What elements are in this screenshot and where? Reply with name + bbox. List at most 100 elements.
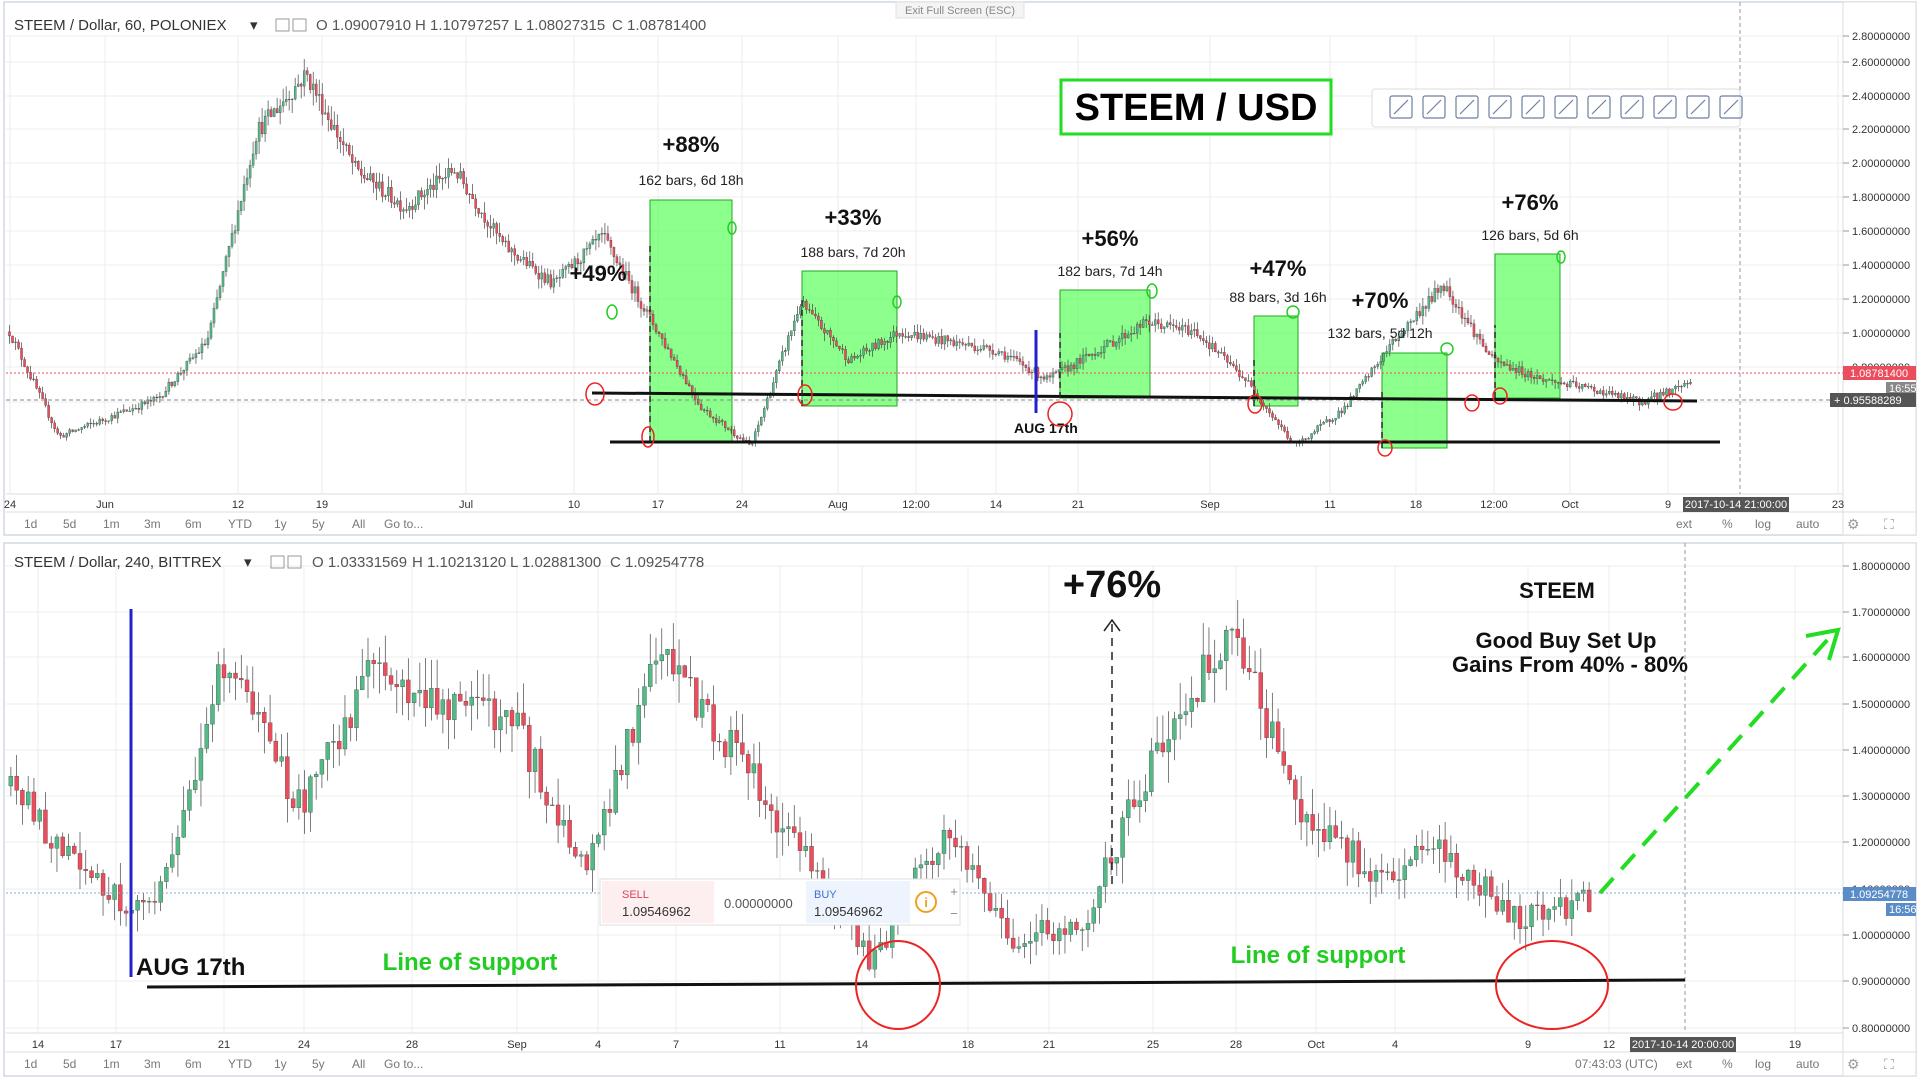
bottom-candle xyxy=(630,727,636,747)
settings-icon[interactable] xyxy=(292,18,307,32)
eye-icon[interactable] xyxy=(275,18,290,32)
timeframe-button[interactable]: 1y xyxy=(274,1057,287,1071)
wave-icon[interactable] xyxy=(1488,95,1512,119)
eye-icon[interactable] xyxy=(270,555,285,569)
range-box[interactable] xyxy=(1253,315,1299,407)
support-line[interactable] xyxy=(146,978,1686,989)
top-candle xyxy=(182,369,186,381)
bottom-candle xyxy=(285,732,290,823)
vertical-lines-icon[interactable] xyxy=(1455,95,1479,119)
bottom-time-axis[interactable]: 14 17 21 24 28 Sep 4 7 11 14 18 21 25 28 Oct 4 9 12 19 2017… xyxy=(32,1037,1801,1052)
plus-icon[interactable]: + xyxy=(950,884,958,899)
timeframe-button[interactable]: 6m xyxy=(185,517,202,531)
scale-button[interactable]: auto xyxy=(1796,1057,1820,1071)
bottom-candle xyxy=(1419,829,1425,864)
bottom-candle xyxy=(1258,648,1263,740)
gear-icon[interactable]: ⚙ xyxy=(1847,516,1860,532)
support-line-upper[interactable] xyxy=(591,391,1698,403)
top-candle xyxy=(1430,291,1434,305)
scale-button[interactable]: auto xyxy=(1796,517,1820,531)
timeframe-button[interactable]: 1m xyxy=(103,1057,120,1071)
top-candle xyxy=(324,99,327,115)
long-position-icon[interactable] xyxy=(1422,95,1446,119)
timeframe-button[interactable]: 1d xyxy=(24,1057,37,1071)
timeframe-button[interactable]: 3m xyxy=(144,517,161,531)
timeframe-button[interactable]: 1y xyxy=(274,517,287,531)
bottom-symbol-title[interactable]: STEEM / Dollar, 240, BITTREX xyxy=(14,554,222,571)
scale-button[interactable]: ext xyxy=(1676,517,1693,531)
y-tick-label: 1.40000000 xyxy=(1852,260,1910,272)
top-candle xyxy=(1277,418,1280,430)
cursor-icon[interactable] xyxy=(1389,95,1413,119)
top-candle xyxy=(158,392,162,403)
range-box[interactable] xyxy=(1059,289,1151,399)
top-candle xyxy=(1154,313,1157,332)
timeframe-button[interactable]: 6m xyxy=(185,1057,202,1071)
timeframe-button[interactable]: YTD xyxy=(228,1057,252,1071)
top-candle xyxy=(504,236,507,248)
bottom-candle xyxy=(1183,693,1189,726)
timeframe-button[interactable]: 5d xyxy=(63,1057,76,1071)
bars-icon[interactable] xyxy=(1653,95,1677,119)
top-symbol-title[interactable]: STEEM / Dollar, 60, POLONIEX xyxy=(14,17,227,34)
bottom-candle xyxy=(509,706,515,752)
timeframe-button[interactable]: 5y xyxy=(312,517,325,531)
top-candle xyxy=(1668,387,1671,398)
chevron-down-icon[interactable]: ▾ xyxy=(244,554,252,571)
sell-button[interactable] xyxy=(602,881,714,923)
chevron-down-icon[interactable]: ▾ xyxy=(250,17,258,34)
exit-fullscreen-button[interactable] xyxy=(895,1,1025,19)
top-candle xyxy=(603,223,607,245)
bottom-candle xyxy=(1414,835,1419,867)
range-box[interactable] xyxy=(801,270,898,407)
scale-button[interactable]: % xyxy=(1722,1057,1733,1071)
measure-icon[interactable] xyxy=(1719,95,1743,119)
top-candle xyxy=(949,338,952,346)
fullscreen-icon[interactable]: ⛶ xyxy=(1884,516,1894,532)
brush-icon[interactable] xyxy=(1686,95,1710,119)
timeframe-button[interactable]: 1d xyxy=(24,517,37,531)
gann-box-icon[interactable] xyxy=(1587,95,1611,119)
y-tick-label: 2.40000000 xyxy=(1852,91,1910,103)
top-price-axis[interactable]: 2.80000000 2.60000000 2.40000000 2.20000000… xyxy=(1830,31,1917,409)
top-time-axis[interactable]: 24 Jun 12 19 Jul 10 17 24 Aug 12:00 14 21 Sep 11 18 12:… xyxy=(4,497,1844,512)
top-candle xyxy=(266,100,270,126)
timeframe-button[interactable]: YTD xyxy=(228,517,252,531)
settings-icon[interactable] xyxy=(287,555,302,569)
bottom-candle xyxy=(1264,689,1269,759)
top-candle xyxy=(1541,374,1545,385)
fib-fan-icon[interactable] xyxy=(1554,95,1578,119)
bottom-candle xyxy=(987,881,993,913)
timeframe-button[interactable]: 3m xyxy=(144,1057,161,1071)
buy-button[interactable] xyxy=(806,881,910,923)
scale-button[interactable]: ext xyxy=(1676,1057,1693,1071)
range-bars-label: 182 bars, 7d 14h xyxy=(1057,263,1162,279)
fullscreen-icon[interactable]: ⛶ xyxy=(1884,1056,1894,1072)
top-candle xyxy=(1211,336,1214,353)
top-candle xyxy=(50,416,53,429)
timeframe-button[interactable]: All xyxy=(352,1057,365,1071)
info-icon[interactable] xyxy=(915,891,937,913)
scale-button[interactable]: log xyxy=(1755,517,1771,531)
minus-icon[interactable]: − xyxy=(950,906,958,921)
timeframe-button[interactable]: 5d xyxy=(63,517,76,531)
timeframe-button[interactable]: Go to... xyxy=(384,517,423,531)
top-candle xyxy=(865,343,868,355)
bottom-candle xyxy=(423,658,428,727)
timeframe-button[interactable]: Go to... xyxy=(384,1057,423,1071)
bottom-candle xyxy=(688,655,693,687)
scale-button[interactable]: log xyxy=(1755,1057,1771,1071)
top-candle xyxy=(1665,387,1668,396)
gear-icon[interactable]: ⚙ xyxy=(1847,1056,1860,1072)
timeframe-button[interactable]: 1m xyxy=(103,517,120,531)
scale-button[interactable]: % xyxy=(1722,517,1733,531)
range-box[interactable] xyxy=(649,199,733,443)
top-candle xyxy=(684,369,688,385)
horizontal-lines-icon[interactable] xyxy=(1620,95,1644,119)
top-candle xyxy=(739,434,742,440)
bottom-price-axis[interactable]: 1.80000000 1.70000000 1.60000000 1.50000000… xyxy=(1843,561,1917,1035)
timeframe-button[interactable]: All xyxy=(352,517,365,531)
pattern-icon[interactable] xyxy=(1521,95,1545,119)
timeframe-button[interactable]: 5y xyxy=(312,1057,325,1071)
top-candle xyxy=(570,258,574,270)
